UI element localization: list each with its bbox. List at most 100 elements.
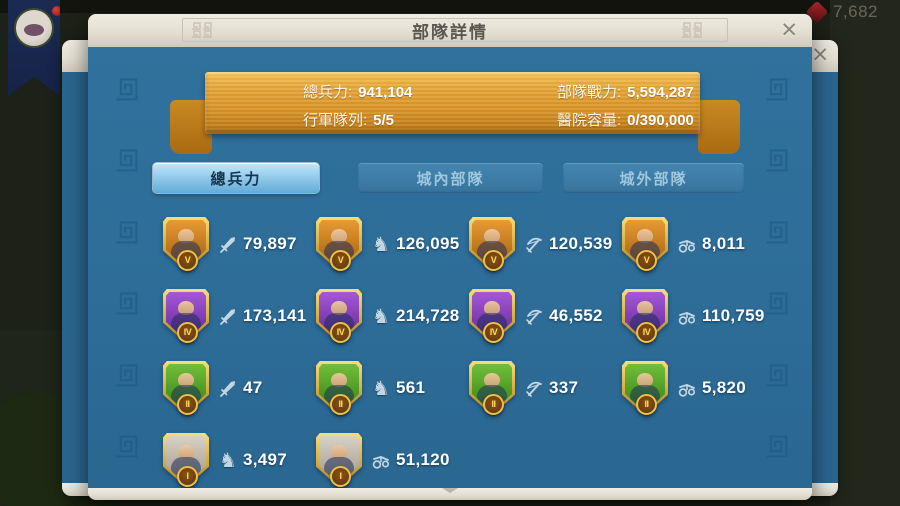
troop-count: 5,820: [702, 378, 747, 397]
siege-wheel-icon: [678, 383, 696, 397]
background-terrain: [830, 0, 900, 506]
troop-portrait: IV: [622, 288, 668, 344]
tier-badge: IV: [177, 321, 198, 343]
dialog-footer: [88, 488, 812, 500]
troop-stat: 8,011: [677, 234, 745, 254]
tier-badge: V: [636, 249, 657, 271]
troop-stat: 46,552: [524, 306, 603, 326]
troop-stat: 5,820: [677, 378, 746, 398]
crossbow-icon: [525, 381, 542, 397]
troop-card-cavalry-tV: V ♞ 126,095: [316, 216, 469, 272]
troop-card-archer-tII: II 337: [469, 360, 622, 416]
greek-key-icon: [766, 78, 788, 101]
troop-grid: V 79,897 V ♞ 126,095: [163, 208, 775, 496]
troop-count: 3,497: [243, 450, 288, 469]
troop-count: 51,120: [396, 450, 450, 469]
troop-count: 337: [549, 378, 579, 397]
dialog-title: 部隊詳情: [412, 23, 488, 42]
tab-total-troops[interactable]: 總兵力: [153, 163, 319, 193]
troop-card-siege-tII: II 5,820: [622, 360, 775, 416]
troop-stat: ♞ 214,728: [371, 306, 460, 326]
ribbon-end-right: [698, 100, 740, 154]
stat-value: 5/5: [373, 112, 395, 129]
greek-key-icon: [766, 364, 788, 387]
tier-badge: II: [177, 393, 198, 415]
troop-card-archer-tV: V 120,539: [469, 216, 622, 272]
troop-card-infantry-tIV: IV 173,141: [163, 288, 316, 344]
troop-card-archer-tIV: IV 46,552: [469, 288, 622, 344]
troop-count: 110,759: [702, 306, 765, 325]
dialog-titlebar: 部隊詳情 ✕: [88, 14, 812, 47]
troop-count: 126,095: [396, 234, 460, 253]
greek-key-icon: [192, 22, 212, 38]
stat-value: 941,104: [358, 84, 413, 101]
troop-count: 214,728: [396, 306, 460, 325]
troop-power-stat: 部隊戰力: 5,594,287: [557, 81, 694, 102]
troop-portrait: IV: [163, 288, 209, 344]
troop-card-siege-tI: I 51,120: [316, 432, 469, 488]
troop-stat: ♞ 3,497: [218, 450, 287, 470]
tier-badge: IV: [483, 321, 504, 343]
tab-troops-outside-city[interactable]: 城外部隊: [563, 163, 744, 193]
horse-icon: ♞: [372, 376, 390, 400]
troop-stat: 51,120: [371, 450, 450, 470]
troop-count: 46,552: [549, 306, 603, 325]
troop-count: 8,011: [702, 234, 746, 253]
march-queue-stat: 行軍隊列: 5/5: [303, 109, 412, 130]
troop-portrait: V: [316, 216, 362, 272]
crossbow-icon: [525, 309, 542, 325]
tier-badge: I: [177, 465, 198, 487]
troop-stat: 120,539: [524, 234, 613, 254]
troop-portrait: II: [163, 360, 209, 416]
greek-border-left: [110, 47, 142, 488]
stat-label: 醫院容量:: [557, 112, 622, 129]
troop-count: 79,897: [243, 234, 297, 253]
greek-key-icon: [766, 221, 788, 244]
greek-key-icon: [116, 292, 138, 315]
troop-card-siege-tIV: IV 110,759: [622, 288, 775, 344]
greek-key-icon: [116, 221, 138, 244]
troop-card-infantry-tII: II 47: [163, 360, 316, 416]
tier-badge: II: [636, 393, 657, 415]
tier-badge: I: [330, 465, 351, 487]
crossbow-icon: [525, 237, 542, 253]
troop-stat: 79,897: [218, 234, 297, 254]
troop-portrait: V: [622, 216, 668, 272]
troop-count: 173,141: [243, 306, 307, 325]
greek-key-icon: [116, 149, 138, 172]
tab-troops-in-city[interactable]: 城內部隊: [358, 163, 543, 193]
troop-card-infantry-tV: V 79,897: [163, 216, 316, 272]
siege-wheel-icon: [372, 455, 390, 469]
troop-details-dialog: 部隊詳情 ✕ 總兵力: 941,104 行軍隊列: 5/5: [88, 14, 812, 500]
greek-key-icon: [116, 435, 138, 458]
troop-portrait: V: [163, 216, 209, 272]
troop-portrait: II: [469, 360, 515, 416]
troop-portrait: I: [163, 432, 209, 488]
tier-badge: IV: [330, 321, 351, 343]
sword-icon: [219, 308, 235, 325]
greek-key-icon: [682, 22, 702, 38]
game-topbar: [0, 0, 900, 13]
total-troops-stat: 總兵力: 941,104: [303, 81, 412, 102]
siege-wheel-icon: [678, 239, 696, 253]
tab-bar: 總兵力 城內部隊 城外部隊: [153, 163, 747, 193]
siege-wheel-icon: [678, 311, 696, 325]
tier-badge: IV: [636, 321, 657, 343]
gem-counter: 7,682: [805, 0, 878, 24]
troop-stat: 173,141: [218, 306, 307, 326]
greek-key-icon: [116, 364, 138, 387]
tier-badge: V: [330, 249, 351, 271]
horse-icon: ♞: [372, 304, 390, 328]
close-icon[interactable]: ✕: [780, 19, 798, 42]
greek-key-icon: [116, 78, 138, 101]
troop-portrait: IV: [469, 288, 515, 344]
hospital-capacity-stat: 醫院容量: 0/390,000: [557, 109, 694, 130]
player-banner[interactable]: [8, 0, 60, 96]
troop-portrait: I: [316, 432, 362, 488]
stat-label: 行軍隊列:: [303, 112, 368, 129]
close-icon[interactable]: ✕: [811, 44, 829, 67]
player-avatar: [14, 8, 54, 48]
troop-stat: 337: [524, 378, 578, 398]
troop-portrait: II: [622, 360, 668, 416]
sword-icon: [219, 236, 235, 253]
